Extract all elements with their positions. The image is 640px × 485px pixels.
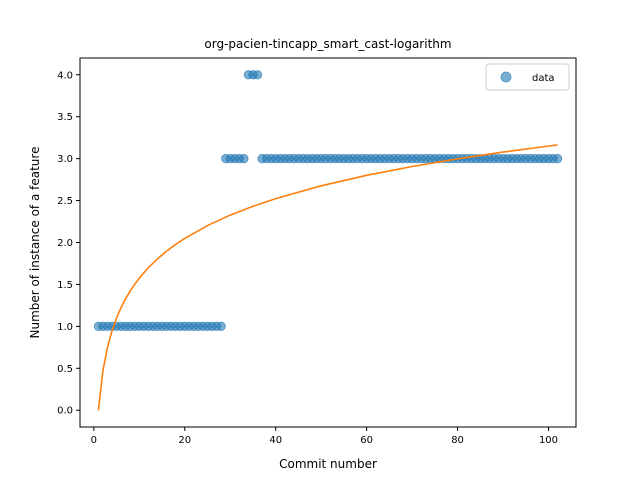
y-tick-label: 1.0 bbox=[57, 322, 73, 333]
x-tick-label: 80 bbox=[451, 435, 464, 446]
y-tick-label: 4.0 bbox=[57, 70, 73, 81]
data-point bbox=[216, 321, 226, 332]
chart-title: org-pacien-tincapp_smart_cast-logarithm bbox=[204, 37, 451, 51]
data-point bbox=[239, 153, 249, 164]
x-tick-label: 20 bbox=[178, 435, 191, 446]
y-tick-label: 3.5 bbox=[57, 112, 73, 123]
x-tick-label: 0 bbox=[91, 435, 97, 446]
legend-label-data: data bbox=[532, 73, 555, 84]
data-point bbox=[552, 153, 563, 164]
y-axis-title: Number of instance of a feature bbox=[28, 147, 42, 339]
legend: data bbox=[485, 63, 570, 91]
fit-line bbox=[97, 144, 558, 411]
x-axis-title: Commit number bbox=[279, 457, 377, 471]
y-tick-label: 3.0 bbox=[57, 154, 73, 165]
legend-box bbox=[485, 63, 570, 91]
data-point bbox=[252, 70, 263, 80]
x-tick-label: 40 bbox=[269, 435, 282, 446]
y-tick-label: 0.0 bbox=[57, 406, 73, 417]
legend-marker-data bbox=[500, 71, 512, 83]
axes-frame bbox=[79, 57, 577, 428]
y-axis-ticks: 0.0 0.5 1.0 1.5 2.0 2.5 3.0 3.5 4.0 bbox=[57, 70, 80, 417]
y-tick-label: 2.0 bbox=[57, 238, 73, 249]
x-tick-label: 100 bbox=[539, 435, 558, 446]
y-tick-label: 2.5 bbox=[57, 196, 73, 207]
series-layer bbox=[93, 70, 563, 411]
x-axis-ticks: 0 20 40 60 80 100 bbox=[91, 427, 558, 446]
y-tick-label: 0.5 bbox=[57, 364, 73, 375]
y-tick-label: 1.5 bbox=[57, 280, 73, 291]
x-tick-label: 60 bbox=[360, 435, 373, 446]
